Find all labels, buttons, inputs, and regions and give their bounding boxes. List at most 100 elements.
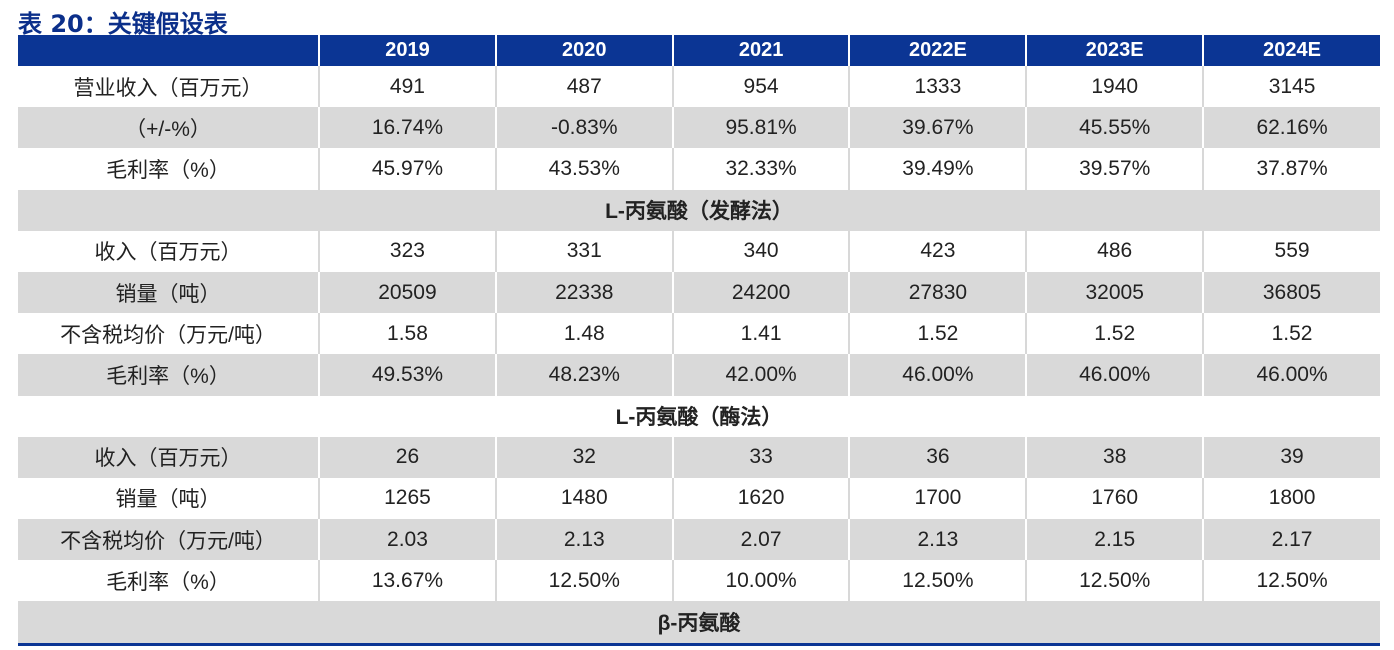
bottom-rule [18, 643, 1380, 646]
table-cell: 1.52 [1025, 313, 1204, 355]
row-label: 不含税均价（万元/吨） [18, 519, 320, 561]
table-cell: 39.67% [848, 107, 1027, 149]
row-label: 不含税均价（万元/吨） [60, 323, 276, 347]
table-cell: 1333 [848, 66, 1027, 108]
table-row: 不含税均价（万元/吨） 1.58 1.48 1.41 1.52 1.52 1.52 [18, 313, 1380, 355]
row-label: 营业收入（百万元） [73, 76, 263, 100]
table-cell: 22338 [494, 271, 673, 314]
table-cell: 45.97% [318, 148, 496, 190]
table-cell: 1940 [1025, 66, 1204, 108]
table-cell: 331 [494, 230, 673, 272]
row-label: 销量（吨） [18, 271, 320, 314]
header-blank [18, 35, 320, 66]
table-cell: 423 [848, 230, 1027, 272]
table-row: 收入（百万元） 26 32 33 36 38 39 [18, 436, 1380, 478]
table-cell: 46.00% [1202, 354, 1380, 396]
table-cell: 559 [1202, 230, 1380, 272]
row-label: （+/-%） [18, 107, 320, 149]
table-cell: 38 [1025, 436, 1204, 478]
row-label: 毛利率（%） [106, 570, 230, 594]
table-cell: 12.50% [1202, 560, 1380, 602]
table-cell: 39.57% [1025, 148, 1204, 190]
row-label: 收入（百万元） [94, 241, 242, 265]
table-cell: 2.15 [1025, 519, 1204, 561]
table-cell: 1620 [671, 477, 850, 520]
table-cell: 33 [671, 436, 850, 478]
table-row: 收入（百万元） 323 331 340 423 486 559 [18, 230, 1380, 272]
table-cell: 45.55% [1025, 107, 1204, 149]
table-cell: 1800 [1202, 477, 1380, 520]
section-row: β-丙氨酸 [18, 601, 1380, 643]
table-row: （+/-%） 16.74% -0.83% 95.81% 39.67% 45.55% 62.1… [18, 107, 1380, 149]
table-cell: 12.50% [494, 560, 673, 602]
table-cell: 27830 [848, 271, 1027, 314]
section-row: L-丙氨酸（发酵法） [18, 189, 1380, 231]
table-cell: 1.52 [1202, 313, 1380, 355]
table-cell: 323 [318, 230, 496, 272]
key-assumptions-table: 2019 2020 2021 2022E 2023E 2024E 营业收入（百万… [18, 35, 1380, 643]
row-label: 销量（吨） [115, 488, 221, 512]
table-row: 毛利率（%） 45.97% 43.53% 32.33% 39.49% 39.57% 37.8… [18, 148, 1380, 190]
table-cell: 36 [848, 436, 1027, 478]
table-cell: 1265 [318, 477, 496, 520]
row-label: 毛利率（%） [18, 354, 320, 396]
table-cell: 42.00% [671, 354, 850, 396]
column-header: 2023E [1025, 35, 1204, 66]
table-cell: 2.17 [1202, 519, 1380, 561]
table-cell: 36805 [1202, 271, 1380, 314]
column-header: 2021 [671, 35, 850, 66]
table-cell: 1700 [848, 477, 1027, 520]
table-cell: 39 [1202, 436, 1380, 478]
table-cell: -0.83% [494, 107, 673, 149]
table-cell: 491 [318, 66, 496, 108]
column-header: 2024E [1202, 35, 1380, 66]
table-row: 毛利率（%） 13.67% 12.50% 10.00% 12.50% 12.50% 12.5… [18, 560, 1380, 602]
table-cell: 1480 [494, 477, 673, 520]
section-row: L-丙氨酸（酶法） [18, 396, 1380, 437]
table-cell: 2.13 [848, 519, 1027, 561]
table-title: 表 20：关键假设表 [18, 10, 228, 38]
table-cell: 340 [671, 230, 850, 272]
table-cell: 486 [1025, 230, 1204, 272]
table-cell: 1.41 [671, 313, 850, 355]
section-title: L-丙氨酸（发酵法） [18, 189, 1380, 231]
table-cell: 487 [494, 66, 673, 108]
table-row: 不含税均价（万元/吨） 2.03 2.13 2.07 2.13 2.15 2.17 [18, 519, 1380, 561]
table-cell: 954 [671, 66, 850, 108]
table-cell: 1.48 [494, 313, 673, 355]
table-cell: 1.52 [848, 313, 1027, 355]
table-cell: 95.81% [671, 107, 850, 149]
table-cell: 12.50% [848, 560, 1027, 602]
table-cell: 16.74% [318, 107, 496, 149]
table-cell: 26 [318, 436, 496, 478]
table-cell: 32 [494, 436, 673, 478]
table-row: 营业收入（百万元） 491 487 954 1333 1940 3145 [18, 66, 1380, 108]
row-label: 收入（百万元） [18, 436, 320, 478]
table-cell: 12.50% [1025, 560, 1204, 602]
table-cell: 46.00% [1025, 354, 1204, 396]
table-cell: 37.87% [1202, 148, 1380, 190]
table-cell: 49.53% [318, 354, 496, 396]
table-cell: 2.07 [671, 519, 850, 561]
header-row: 2019 2020 2021 2022E 2023E 2024E [18, 35, 1380, 66]
table-row: 销量（吨） 20509 22338 24200 27830 32005 36805 [18, 271, 1380, 314]
section-title: β-丙氨酸 [18, 601, 1380, 643]
table-cell: 1.58 [318, 313, 496, 355]
column-header: 2022E [848, 35, 1027, 66]
table-cell: 48.23% [494, 354, 673, 396]
section-title: L-丙氨酸（酶法） [615, 406, 783, 430]
table-cell: 32005 [1025, 271, 1204, 314]
table-row: 毛利率（%） 49.53% 48.23% 42.00% 46.00% 46.00% 46.0… [18, 354, 1380, 396]
column-header: 2020 [494, 35, 673, 66]
column-header: 2019 [318, 35, 496, 66]
table-row: 销量（吨） 1265 1480 1620 1700 1760 1800 [18, 477, 1380, 520]
table-cell: 46.00% [848, 354, 1027, 396]
table-cell: 10.00% [671, 560, 850, 602]
table-cell: 24200 [671, 271, 850, 314]
table-cell: 2.03 [318, 519, 496, 561]
table-cell: 1760 [1025, 477, 1204, 520]
table-cell: 32.33% [671, 148, 850, 190]
row-label: 毛利率（%） [106, 158, 230, 182]
table-cell: 13.67% [318, 560, 496, 602]
table-cell: 2.13 [494, 519, 673, 561]
